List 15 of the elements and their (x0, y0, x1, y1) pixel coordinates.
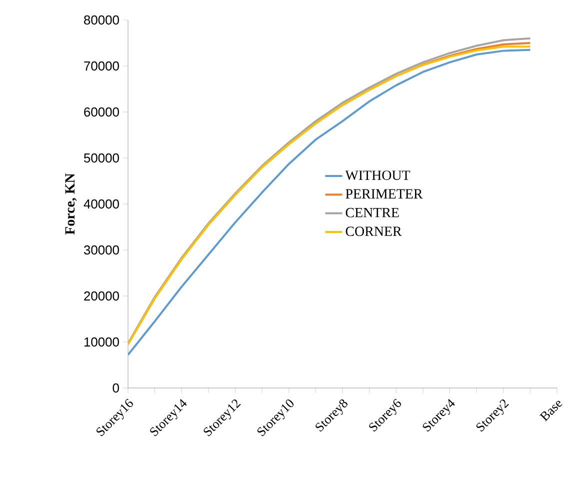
x-tick-label: Base (539, 400, 562, 422)
y-tick-label: 80000 (84, 15, 119, 25)
legend-label: CORNER (346, 226, 402, 236)
y-tick-label: 30000 (84, 245, 119, 255)
legend-label: PERIMETER (346, 189, 423, 198)
y-tick-label: 0 (112, 383, 119, 393)
y-axis-title: Force, KN (65, 173, 77, 235)
y-tick-label: 10000 (84, 337, 119, 347)
y-tick-label: 60000 (84, 107, 119, 117)
legend-label: CENTRE (346, 208, 399, 218)
y-tick-label: 70000 (84, 61, 119, 71)
legend-label: WITHOUT (345, 170, 410, 180)
y-tick-label: 50000 (84, 153, 119, 163)
y-tick-label: 40000 (84, 199, 119, 209)
y-tick-label: 20000 (84, 291, 119, 301)
